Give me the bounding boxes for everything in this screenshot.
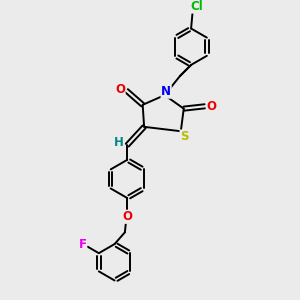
- Text: F: F: [79, 238, 87, 251]
- Text: N: N: [161, 85, 171, 98]
- Text: O: O: [115, 83, 125, 96]
- Text: S: S: [180, 130, 189, 143]
- Text: O: O: [206, 100, 216, 113]
- Text: H: H: [114, 136, 124, 149]
- Text: Cl: Cl: [190, 0, 203, 13]
- Text: O: O: [122, 210, 132, 223]
